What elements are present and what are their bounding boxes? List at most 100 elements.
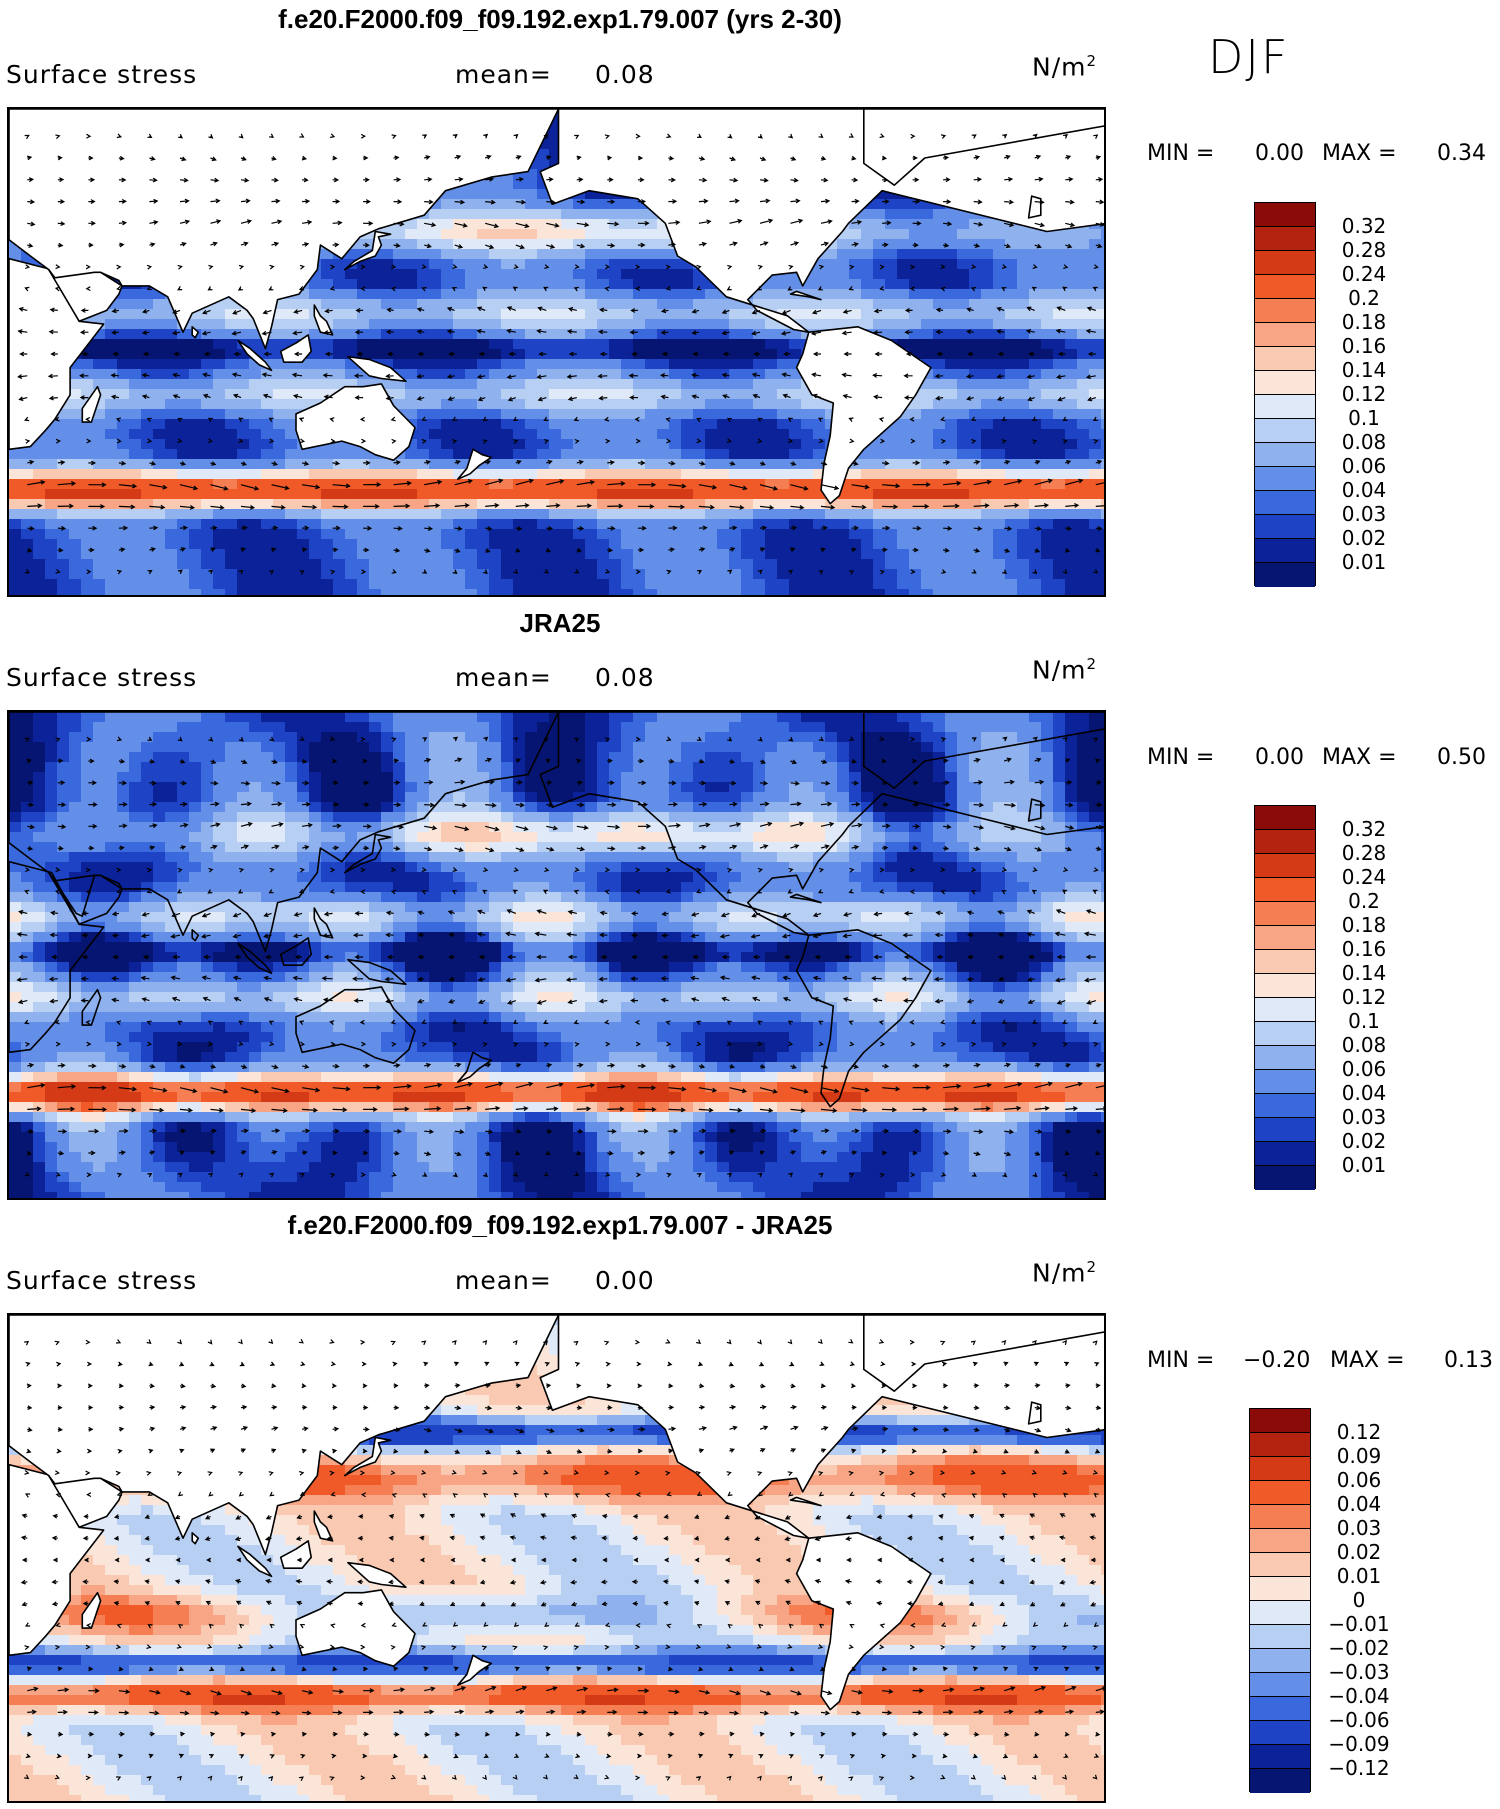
stress-arrow [208,133,214,139]
stress-arrow [175,1557,181,1563]
stress-arrow [240,1426,249,1431]
stress-arrow [146,417,152,423]
stress-arrow [668,1666,674,1672]
stress-arrow [1095,1063,1102,1068]
stress-arrow [363,155,369,161]
stress-arrow [302,484,321,490]
stress-arrow [172,309,181,314]
stress-arrow [691,394,700,400]
stress-arrow [452,416,458,421]
colorbar-tick-label: 0.02 [1336,1540,1382,1564]
stress-arrow [301,155,308,161]
stress-arrow [55,1622,61,1628]
stress-arrow [666,1491,672,1497]
stress-arrow [1034,825,1046,831]
stress-arrow [51,1601,58,1607]
stress-arrow [698,461,706,466]
stress-arrow [422,737,428,742]
stress-arrow [361,1041,367,1047]
stress-arrow [1004,757,1012,763]
stress-arrow [513,133,519,139]
stress-arrow [424,1405,431,1411]
stress-arrow [177,1020,183,1026]
stress-arrow [727,1172,733,1178]
stress-arrow [693,1535,700,1541]
stress-arrow [302,1087,321,1093]
stress-arrow [879,285,885,291]
stress-arrow [693,1601,700,1606]
stress-arrow [329,1644,335,1650]
colorbar-tick-label: 0.01 [1336,1564,1382,1588]
stress-arrow [210,1128,217,1134]
stress-arrow [118,780,128,786]
stress-arrow [1065,802,1074,808]
stress-arrow [665,1339,671,1344]
stress-arrow [329,1470,335,1476]
stress-arrow [206,1557,212,1563]
stress-arrow [537,306,547,312]
stress-arrow [485,244,495,250]
stress-arrow [332,802,340,807]
stress-arrow [424,825,438,831]
stress-arrow [849,1491,855,1496]
stress-arrow [576,243,586,249]
colorbar-swatch [1255,1070,1315,1094]
stress-arrow [510,1513,517,1518]
stress-arrow [729,1448,735,1453]
colorbar-swatches [1249,1408,1311,1793]
stress-arrow [118,242,125,248]
stress-arrow [696,133,702,139]
stress-arrow [879,1172,885,1178]
stress-arrow [86,736,92,742]
colorbar-tick-label: −0.09 [1328,1732,1390,1756]
stress-arrow [356,351,364,357]
stress-arrow [877,1557,883,1563]
stress-arrow [118,801,128,807]
stress-arrow [515,176,525,182]
stress-arrow [24,416,30,422]
stress-arrow [329,417,335,422]
stress-arrow [1032,1492,1038,1498]
stress-arrow [452,1019,458,1024]
stress-arrow [210,505,225,510]
stress-arrow [573,416,579,422]
stress-arrow [112,954,119,960]
stress-arrow [360,1339,366,1345]
stress-arrow [573,1019,579,1025]
colorbar-tick-label: 0.09 [1336,1444,1382,1468]
stress-arrow [1031,286,1037,292]
stress-arrow [393,1731,400,1737]
stress-arrow [57,503,74,509]
stress-arrow [179,801,188,807]
stress-arrow [268,417,274,423]
stress-arrow [1004,1686,1016,1692]
colorbar-swatch [1250,1601,1310,1625]
stress-arrow [971,1041,977,1047]
stress-arrow [879,569,885,575]
stress-arrow [635,889,641,895]
stress-arrow [329,889,335,894]
stress-arrow [905,351,913,357]
stress-arrow [846,1557,852,1563]
stress-arrow [513,1753,520,1758]
stress-arrow [483,133,489,139]
colorbar-swatch [1255,323,1315,347]
stress-arrow [996,396,1005,401]
stress-arrow [543,1469,549,1475]
stress-arrow [485,1081,504,1089]
stress-arrow [968,1513,974,1519]
stress-arrow [146,1041,153,1047]
stress-arrow [882,460,890,466]
stress-arrow [210,547,216,552]
stress-arrow [1063,1753,1069,1758]
stress-arrow [754,1515,761,1520]
stress-arrow [118,504,136,510]
stress-arrow [790,1108,806,1113]
stress-arrow [940,1019,946,1025]
coastline [237,942,273,975]
stress-arrow [266,1557,272,1563]
stress-arrow [727,736,733,742]
stress-arrow [756,286,763,291]
stress-arrow [27,503,43,509]
stress-arrow [485,825,500,832]
